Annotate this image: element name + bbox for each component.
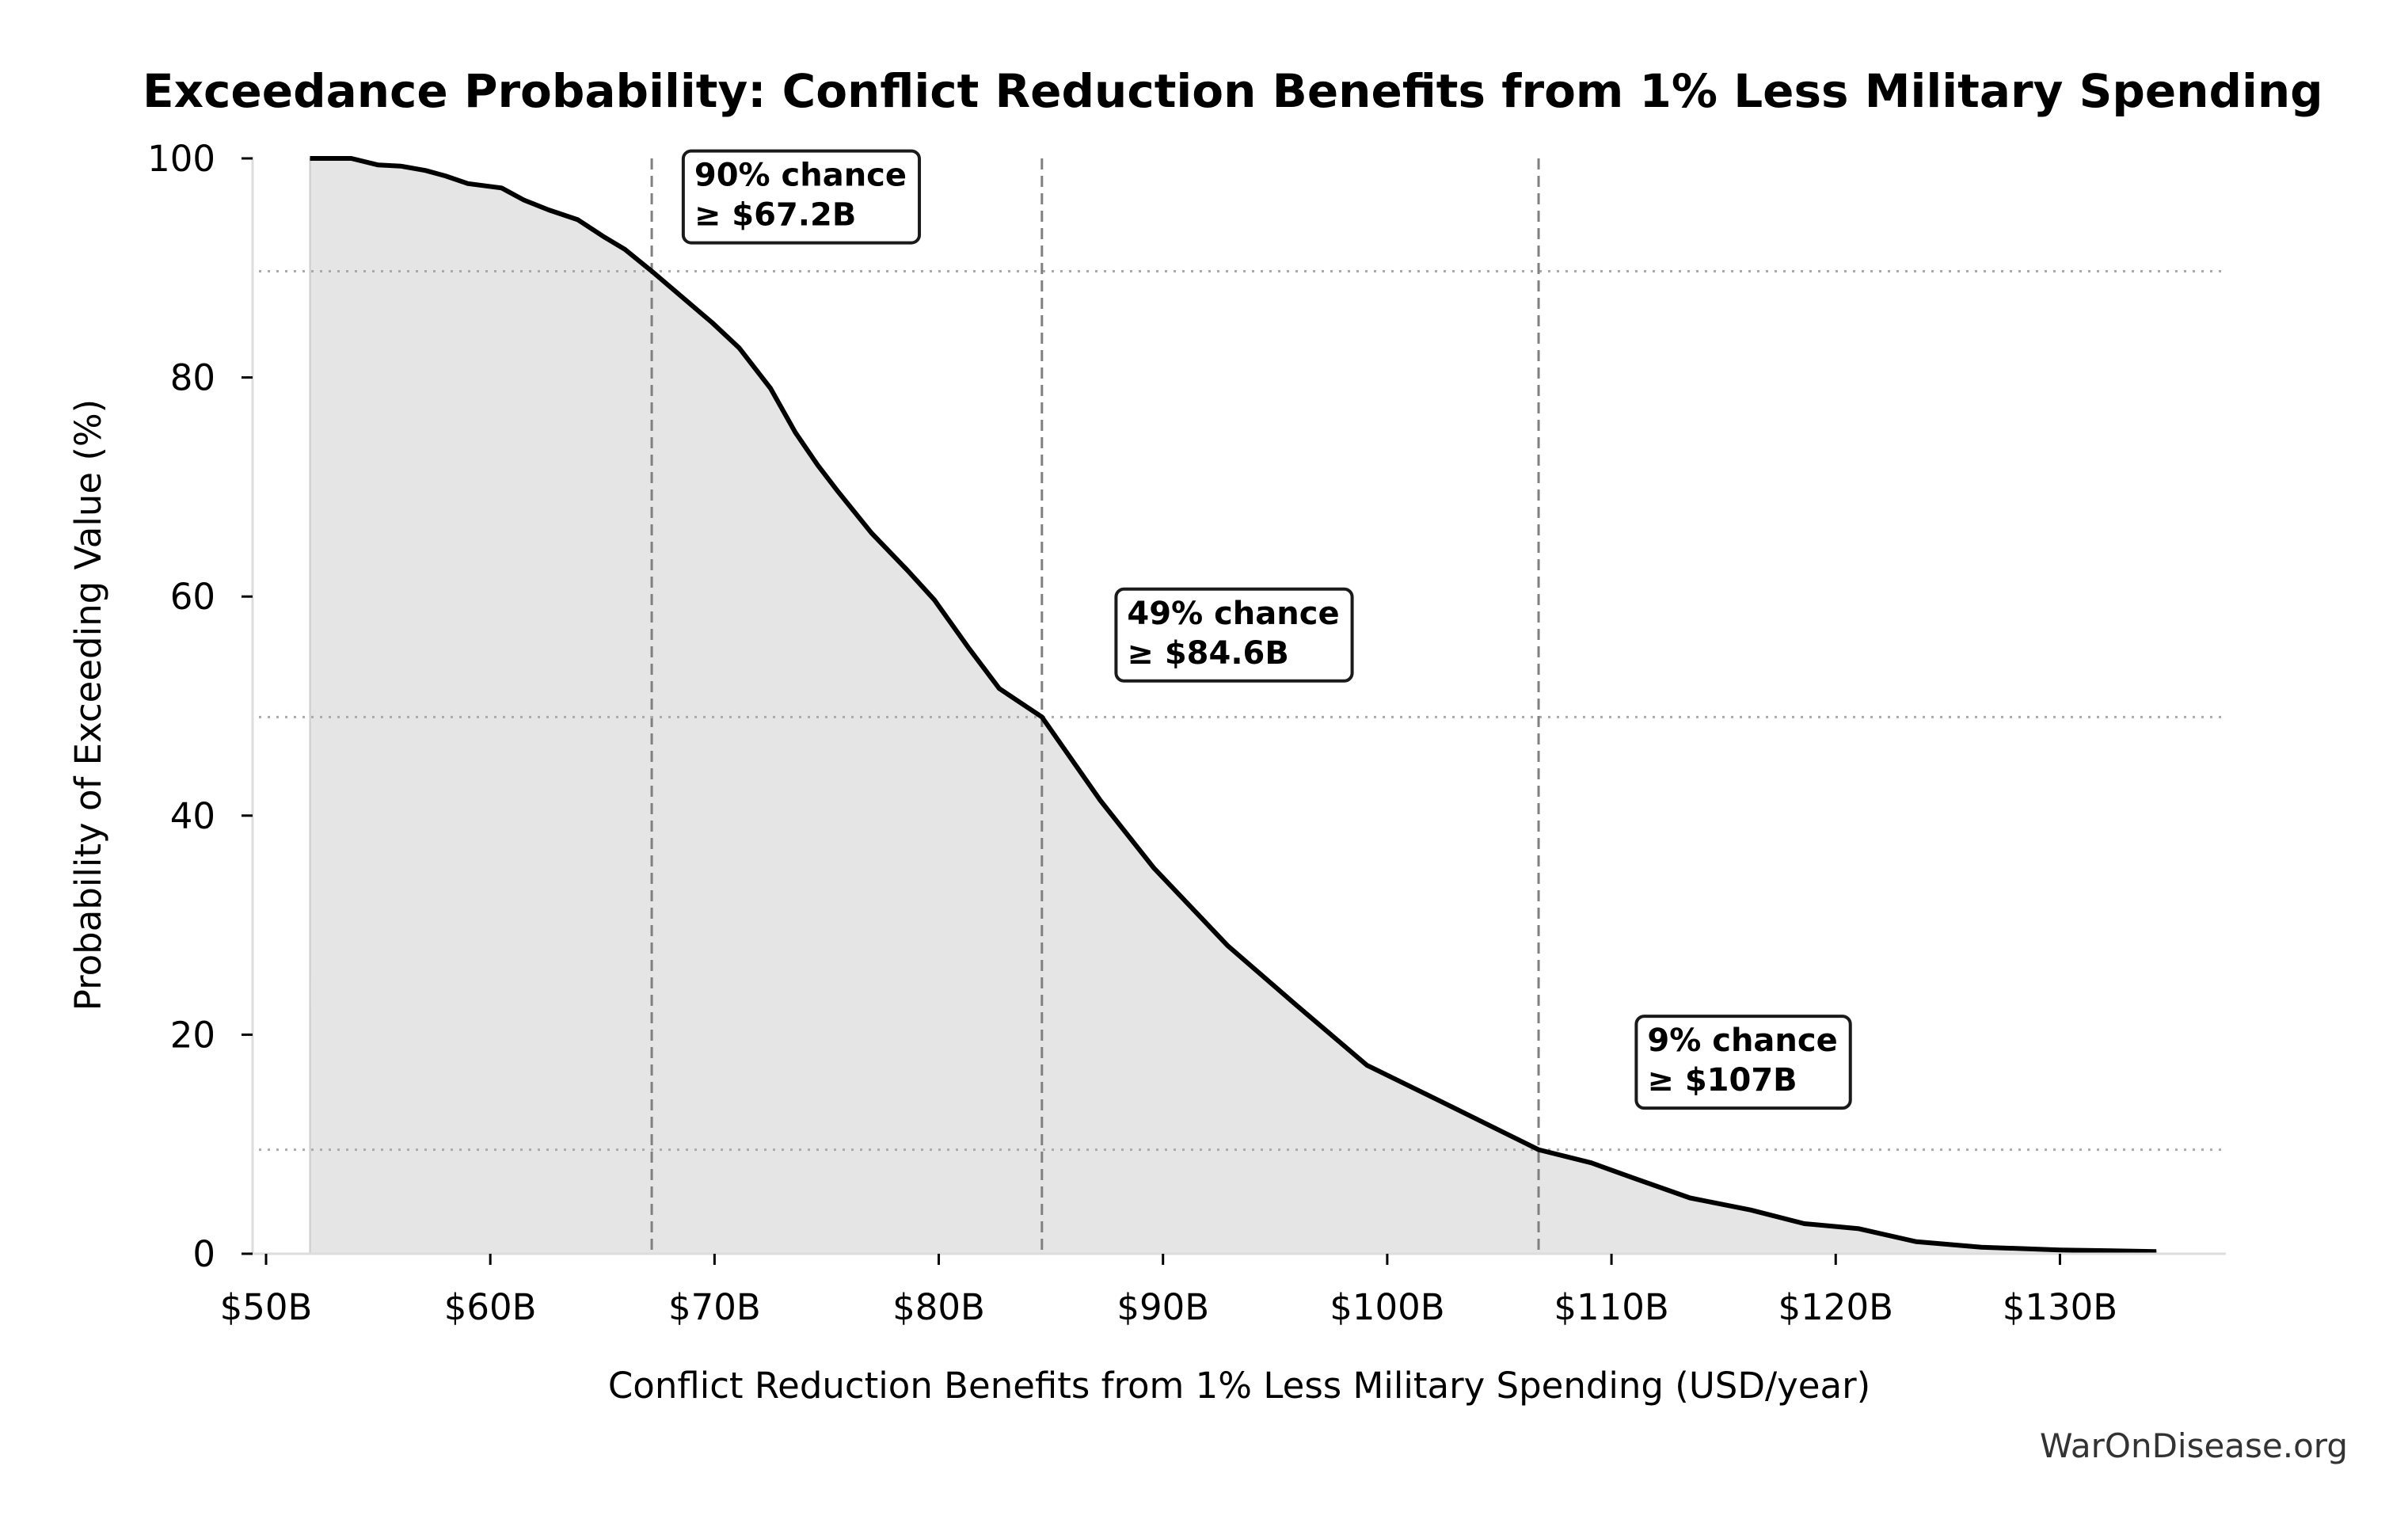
- y-tick-label: 20: [170, 1014, 215, 1056]
- exceedance-area-fill: [309, 158, 2158, 1255]
- annotation-box-0: 90% chance≥ $67.2B: [681, 149, 922, 245]
- annotation-line-2: ≥ $67.2B: [694, 197, 856, 234]
- y-tick-label: 60: [170, 576, 215, 618]
- annotation-frame: [1634, 1015, 1852, 1110]
- x-tick-label: $110B: [1554, 1286, 1668, 1328]
- y-axis-label: Probability of Exceeding Value (%): [67, 399, 109, 1011]
- annotation-line-2: ≥ $84.6B: [1127, 635, 1288, 672]
- y-tick-label: 40: [170, 795, 215, 837]
- annotation-box-1: 49% chance≥ $84.6B: [1114, 587, 1354, 683]
- plot-area: 0 20 40 60 80 100 $50B $60B $70B $80B $90B $100B $1…: [147, 138, 2226, 1328]
- x-tick-label: $80B: [892, 1286, 985, 1328]
- annotation-box-2: 9% chance≥ $107B: [1634, 1015, 1852, 1110]
- exceedance-curve: [310, 156, 2157, 1255]
- annotation-line-2: ≥ $107B: [1647, 1062, 1797, 1099]
- x-tick-label: $50B: [220, 1286, 313, 1328]
- x-tick-label: $100B: [1330, 1286, 1444, 1328]
- reference-lines: [259, 158, 2226, 1254]
- y-axis-ticks: 0 20 40 60 80 100: [147, 138, 253, 1275]
- x-tick-label: $130B: [2003, 1286, 2117, 1328]
- annotation-frame: [1114, 587, 1354, 683]
- x-tick-label: $70B: [668, 1286, 761, 1328]
- y-tick-label: 0: [192, 1233, 215, 1275]
- x-tick-label: $90B: [1117, 1286, 1209, 1328]
- watermark: WarOnDisease.org: [2040, 1426, 2348, 1465]
- x-tick-label: $120B: [1778, 1286, 1893, 1328]
- annotation-frame: [681, 149, 922, 245]
- y-tick-label: 100: [147, 138, 215, 180]
- x-tick-label: $60B: [444, 1286, 537, 1328]
- annotation-line-1: 49% chance: [1127, 596, 1339, 632]
- x-axis-ticks: $50B $60B $70B $80B $90B $100B $110B $120B $130B: [220, 1254, 2117, 1328]
- x-axis-label: Conflict Reduction Benefits from 1% Less…: [608, 1365, 1870, 1407]
- chart-title: Exceedance Probability: Conflict Reducti…: [143, 64, 2323, 118]
- annotation-line-1: 9% chance: [1647, 1022, 1837, 1059]
- annotation-line-1: 90% chance: [694, 158, 907, 194]
- annotations: 90% chance≥ $67.2B 49% chance≥ $84.6B 9% c…: [681, 149, 1852, 1110]
- y-tick-label: 80: [170, 357, 215, 399]
